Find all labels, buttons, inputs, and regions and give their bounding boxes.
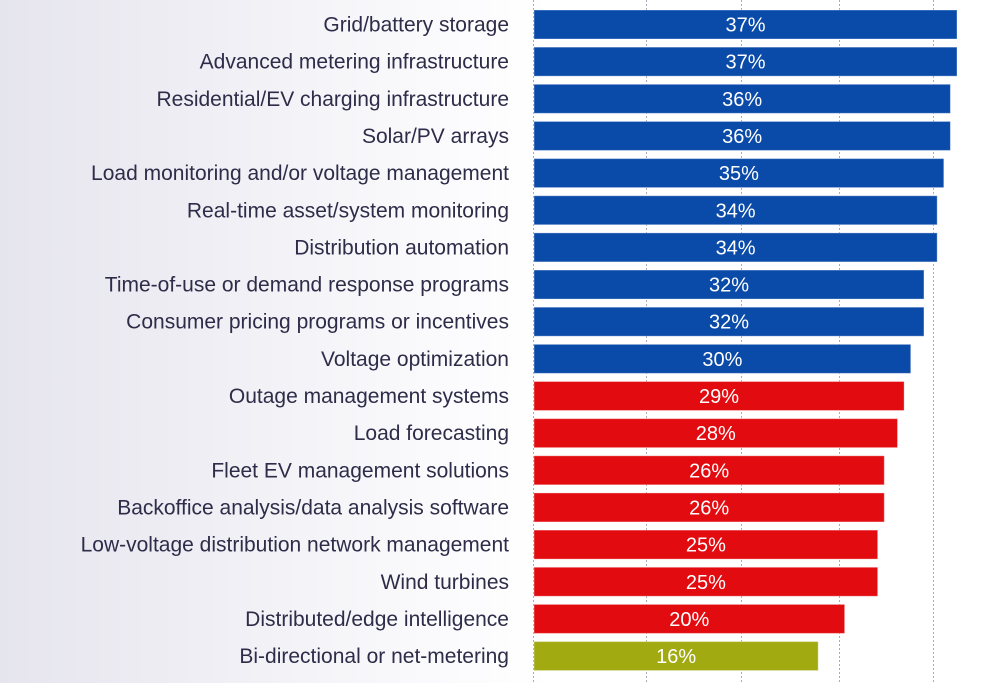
bar <box>533 158 945 189</box>
bar-group <box>533 455 885 486</box>
data-label: 29% <box>699 386 739 408</box>
bars: 37% 37% 36% 36% 35% 34% 34% 32% 32% 30% 29% 28% 26% 2… <box>533 9 958 672</box>
bar-group <box>533 46 958 77</box>
bar-group <box>533 232 938 263</box>
bar-group <box>533 158 945 189</box>
bar <box>533 529 879 560</box>
category-label: Time-of-use or demand response programs <box>105 274 509 297</box>
bar <box>533 566 879 597</box>
bar-group <box>533 195 938 226</box>
bar <box>533 492 885 523</box>
category-label: Bi-directional or net-metering <box>239 645 509 668</box>
category-label: Voltage optimization <box>321 348 509 371</box>
category-label: Grid/battery storage <box>323 14 509 37</box>
data-label: 16% <box>656 646 696 668</box>
bar-group <box>533 641 819 672</box>
bar <box>533 306 925 337</box>
data-label: 26% <box>689 497 729 519</box>
bar-group <box>533 529 879 560</box>
category-label: Consumer pricing programs or incentives <box>126 311 509 334</box>
category-label: Advanced metering infrastructure <box>200 51 509 74</box>
bar <box>533 9 958 40</box>
data-label: 36% <box>722 89 762 111</box>
data-label: 32% <box>709 275 749 297</box>
bar <box>533 418 899 449</box>
bar-group <box>533 566 879 597</box>
data-label: 20% <box>669 609 709 631</box>
bar <box>533 381 905 411</box>
category-label: Wind turbines <box>381 571 509 594</box>
category-label: Real-time asset/system monitoring <box>187 199 509 222</box>
bar-group <box>533 83 951 114</box>
data-label: 34% <box>716 237 756 259</box>
bar <box>533 232 938 263</box>
bar <box>533 46 958 77</box>
data-label: 36% <box>722 126 762 148</box>
category-label: Fleet EV management solutions <box>211 459 509 482</box>
bar <box>533 195 938 226</box>
bar <box>533 83 951 114</box>
bar-group <box>533 343 912 374</box>
data-label: 32% <box>709 312 749 334</box>
bar <box>533 603 846 634</box>
category-label: Load monitoring and/or voltage managemen… <box>91 162 509 185</box>
category-label: Distributed/edge intelligence <box>245 608 509 631</box>
data-label: 37% <box>725 52 765 74</box>
bar-group <box>533 306 925 337</box>
bar-group <box>533 418 899 449</box>
bar <box>533 343 912 374</box>
bar-group <box>533 603 846 634</box>
category-label: Low-voltage distribution network managem… <box>81 534 510 557</box>
data-label: 25% <box>686 535 726 557</box>
data-label: 34% <box>716 200 756 222</box>
data-label: 35% <box>719 163 759 185</box>
bar-group <box>533 9 958 40</box>
category-label: Backoffice analysis/data analysis softwa… <box>117 496 509 519</box>
bar-group <box>533 269 925 300</box>
category-label: Load forecasting <box>354 422 509 445</box>
bar <box>533 641 819 672</box>
category-labels: Grid/battery storage Advanced metering in… <box>81 14 510 669</box>
category-label: Solar/PV arrays <box>362 125 509 148</box>
bar <box>533 269 925 300</box>
data-label: 28% <box>696 423 736 445</box>
bar-group <box>533 381 905 411</box>
data-label: 30% <box>702 349 742 371</box>
category-label: Residential/EV charging infrastructure <box>156 88 509 111</box>
bar-group <box>533 120 951 151</box>
data-label: 26% <box>689 460 729 482</box>
category-label: Distribution automation <box>294 236 509 259</box>
bar-group <box>533 492 885 523</box>
bar <box>533 120 951 151</box>
data-label: 25% <box>686 572 726 594</box>
data-label: 37% <box>725 15 765 37</box>
category-label: Outage management systems <box>229 385 509 408</box>
bar <box>533 455 885 486</box>
